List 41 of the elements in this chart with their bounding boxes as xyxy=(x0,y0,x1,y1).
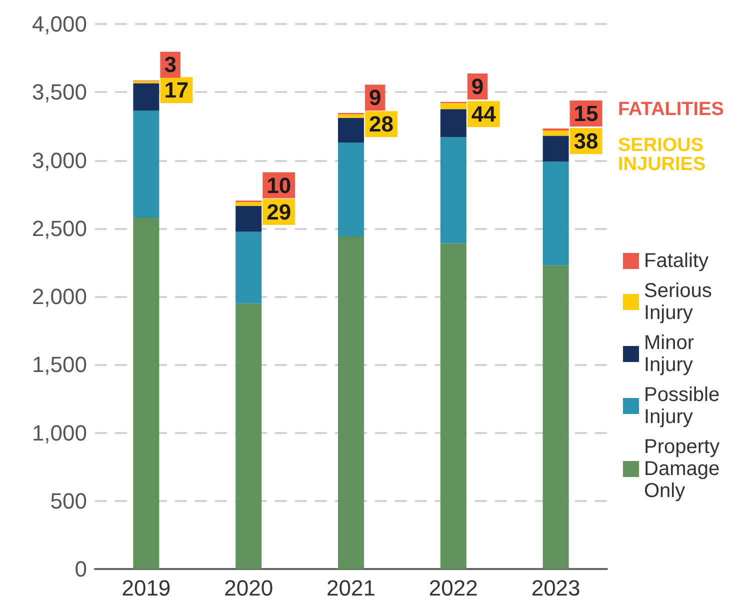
legend-label: Property Damage Only xyxy=(644,436,720,502)
data-label: 29 xyxy=(266,199,292,224)
bar xyxy=(542,265,569,569)
bar xyxy=(236,232,262,304)
legend-label: Fatality xyxy=(644,250,708,272)
y-tick-label: 3,500 xyxy=(32,80,87,105)
text: FATALITIES xyxy=(618,99,724,120)
bar xyxy=(542,162,569,266)
bar xyxy=(338,236,364,569)
y-tick-label: 4,000 xyxy=(32,12,87,36)
data-label: 17 xyxy=(164,78,189,103)
y-tick-label: 2,500 xyxy=(32,216,87,241)
data-label: 15 xyxy=(574,101,598,126)
bar xyxy=(133,110,160,218)
legend-label: Minor Injury xyxy=(644,332,694,376)
x-tick-label: 2023 xyxy=(531,576,580,600)
data-label: 28 xyxy=(369,112,394,137)
x-tick-label: 2022 xyxy=(428,576,478,600)
bar xyxy=(338,142,364,237)
data-label: 44 xyxy=(471,102,497,127)
y-tick-label: 1,500 xyxy=(32,352,87,378)
x-tick-label: 2019 xyxy=(122,576,171,600)
y-tick-label: 500 xyxy=(50,488,87,514)
y-tick-label: 3,000 xyxy=(32,148,87,173)
data-label: 10 xyxy=(266,172,292,198)
text: SERIOUS INJURIES xyxy=(618,135,706,175)
y-tick-label: 0 xyxy=(74,556,87,582)
legend-label: Serious Injury xyxy=(644,280,712,324)
data-label: 3 xyxy=(164,52,176,78)
bar xyxy=(440,137,466,244)
bar xyxy=(236,303,262,569)
y-tick-label: 2,000 xyxy=(32,284,87,309)
bar xyxy=(440,243,466,569)
x-tick-label: 2020 xyxy=(224,576,274,600)
bar xyxy=(133,217,160,569)
y-tick-label: 1,000 xyxy=(32,420,87,446)
data-label: 9 xyxy=(369,85,382,110)
x-tick-label: 2021 xyxy=(326,576,376,600)
data-label: 9 xyxy=(471,74,484,100)
legend-label: Possible Injury xyxy=(644,384,720,428)
data-label: 38 xyxy=(574,128,598,154)
